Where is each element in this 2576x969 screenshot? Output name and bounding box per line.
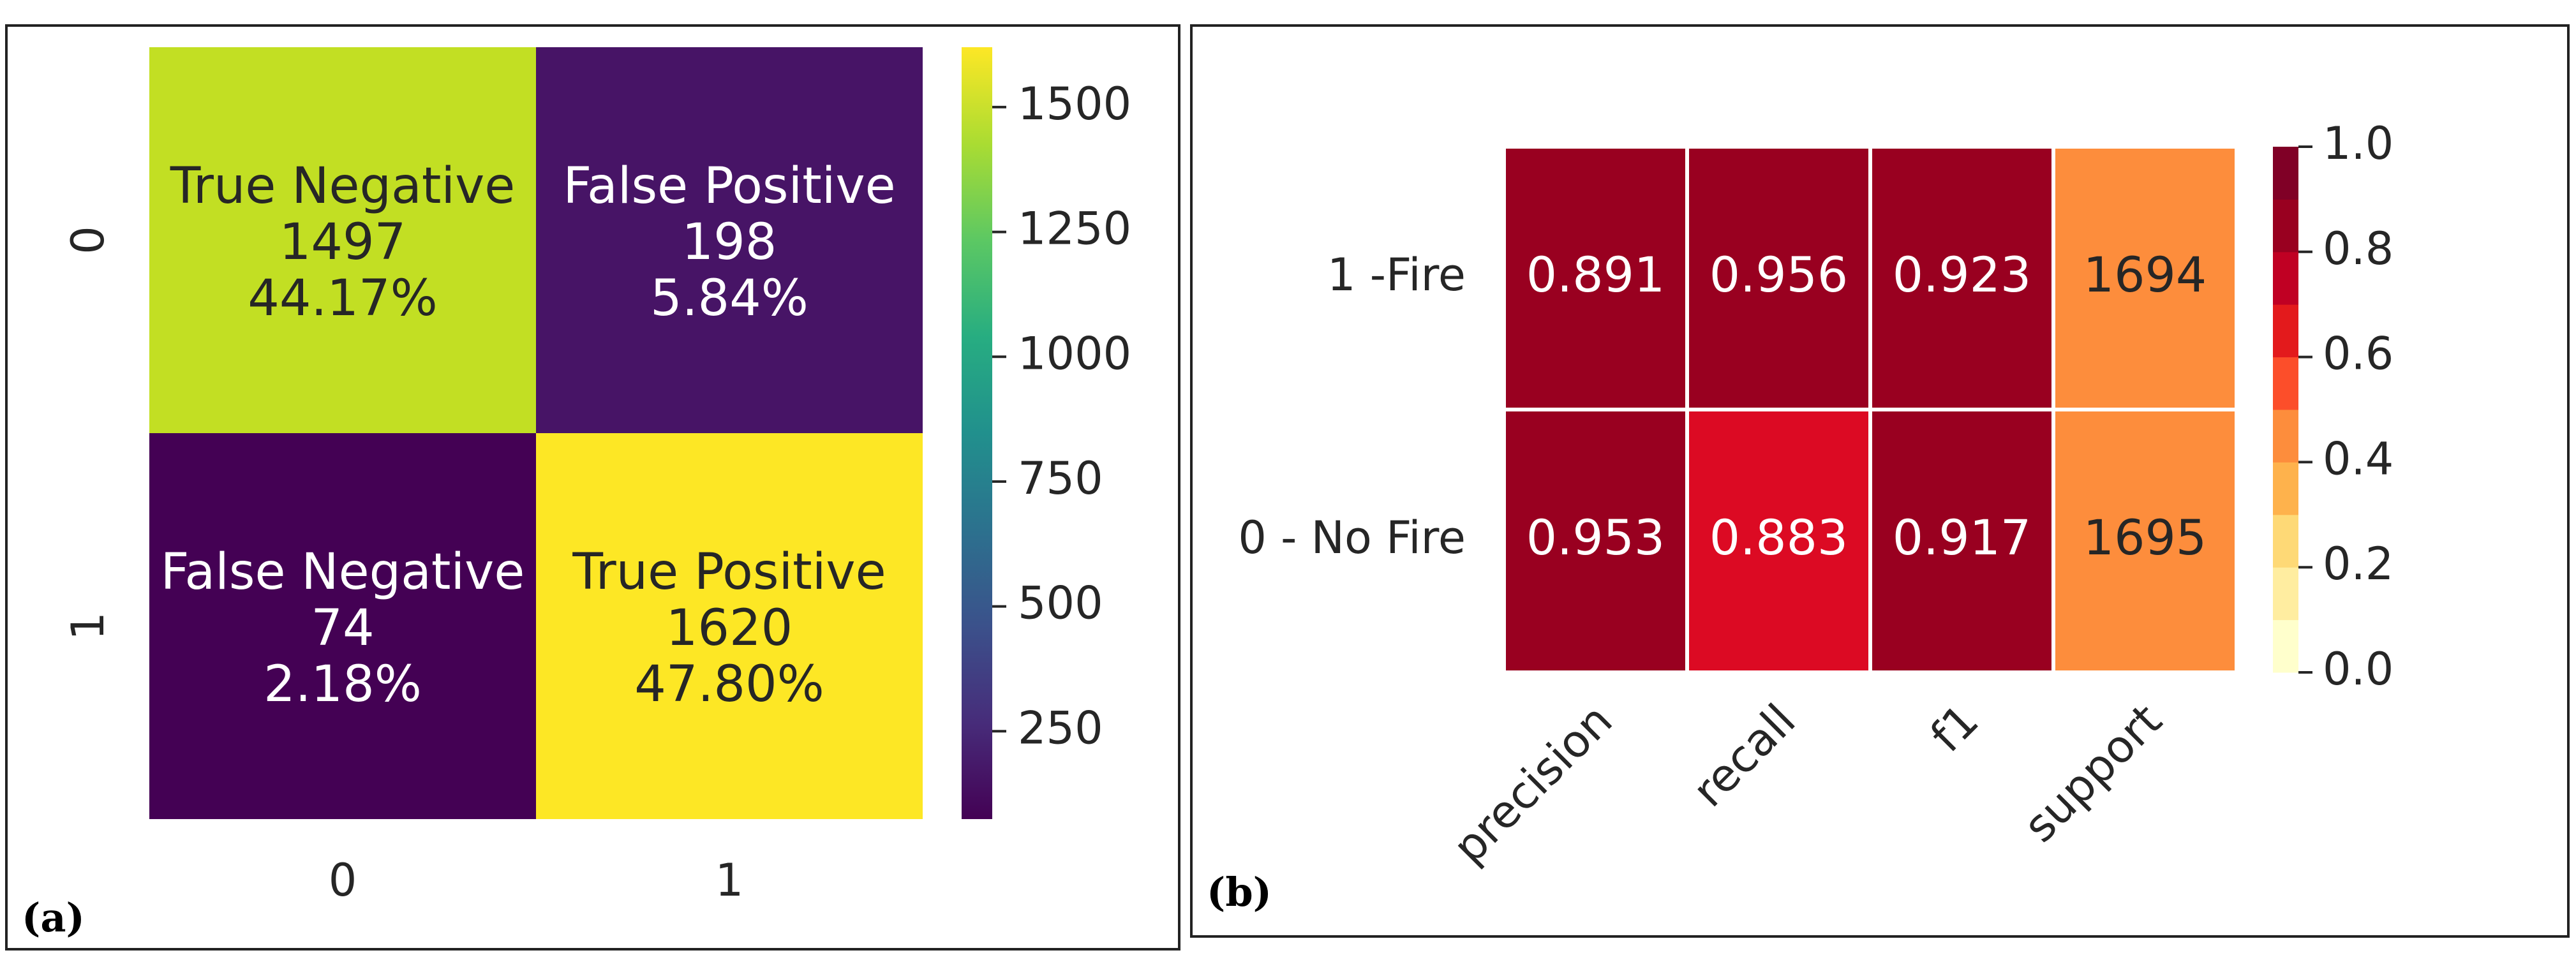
x-tick-label: 0: [329, 854, 357, 906]
colorbar-segment: [2273, 304, 2298, 358]
y-tick-label: 1: [62, 612, 114, 640]
colorbar-tick-label: 1500: [1018, 78, 1131, 130]
x-tick-label: support: [2013, 694, 2171, 852]
colorbar-segment: [2273, 357, 2298, 410]
classification-report-chart: 0.891 0.956 0.923 1694 0.953 0.883 0.917 1695 1 …: [1207, 117, 2394, 915]
report-cell: [1685, 408, 1872, 674]
cell-label: True Positive: [572, 544, 886, 601]
colorbar-segment: [2273, 410, 2298, 462]
confusion-cell: [536, 47, 923, 433]
cell-count: 74: [311, 600, 374, 657]
report-cell: [1868, 145, 2055, 411]
colorbar-segment: [2273, 619, 2298, 673]
colorbar-segment: [2273, 514, 2298, 568]
panel-label: (a): [22, 894, 85, 941]
cell-value: 1695: [2083, 509, 2207, 566]
colorbar-segment: [2273, 147, 2298, 200]
panel-label: (b): [1207, 869, 1272, 915]
colorbar-tick-label: 1000: [1018, 327, 1131, 380]
colorbar-tick-label: 750: [1018, 452, 1103, 505]
confusion-matrix-panel: True Negative 1497 44.17% False Positive 198…: [5, 24, 1180, 951]
cell-value: 0.956: [1709, 246, 1849, 303]
colorbar-segment: [2273, 251, 2298, 305]
cell-value: 0.883: [1709, 509, 1849, 566]
colorbar-segment: [2273, 567, 2298, 621]
colorbar-segment: [2273, 199, 2298, 253]
confusion-cell: [536, 433, 923, 819]
cell-percent: 5.84%: [650, 270, 808, 327]
cell-value: 1694: [2083, 246, 2207, 303]
colorbar-tick-label: 500: [1018, 577, 1103, 630]
cell-value: 0.917: [1893, 509, 2032, 566]
x-tick-label: recall: [1683, 694, 1806, 817]
cell-value: 0.891: [1526, 246, 1665, 303]
colorbar-tick-label: 0.2: [2323, 538, 2394, 590]
colorbar-tick-label: 1.0: [2323, 117, 2394, 170]
colorbar-segment: [2273, 462, 2298, 515]
cell-percent: 2.18%: [264, 656, 422, 713]
x-tick-label: 1: [715, 854, 744, 906]
confusion-cell: [149, 47, 536, 433]
cell-value: 0.953: [1526, 509, 1665, 566]
cell-count: 1620: [666, 600, 793, 657]
colorbar-tick-label: 250: [1018, 702, 1103, 754]
cell-label: False Positive: [563, 158, 895, 215]
y-tick-label: 1 -Fire: [1327, 249, 1466, 301]
cell-label: False Negative: [161, 544, 525, 601]
cell-count: 198: [682, 214, 777, 271]
y-tick-label: 0 - No Fire: [1238, 512, 1466, 564]
cell-value: 0.923: [1893, 246, 2032, 303]
colorbar-tick-label: 0.8: [2323, 223, 2394, 275]
colorbar-tick-label: 0.0: [2323, 643, 2394, 695]
cell-percent: 44.17%: [248, 270, 437, 327]
colorbar-tick-label: 0.4: [2323, 433, 2394, 485]
colorbar-tick-label: 0.6: [2323, 328, 2394, 380]
report-cell: [2051, 408, 2238, 674]
x-tick-label: precision: [1443, 694, 1622, 873]
confusion-cell: [149, 433, 536, 819]
cell-count: 1497: [279, 214, 406, 271]
colorbar-tick-label: 1250: [1018, 203, 1131, 255]
report-cell: [1685, 145, 1872, 411]
colorbar: [962, 47, 992, 819]
classification-report-panel: 0.891 0.956 0.923 1694 0.953 0.883 0.917 1695 1 …: [1190, 24, 2570, 938]
cell-percent: 47.80%: [634, 656, 824, 713]
cell-label: True Negative: [170, 158, 516, 215]
y-tick-label: 0: [62, 226, 114, 255]
x-tick-label: f1: [1921, 694, 1989, 762]
report-cell: [2051, 145, 2238, 411]
